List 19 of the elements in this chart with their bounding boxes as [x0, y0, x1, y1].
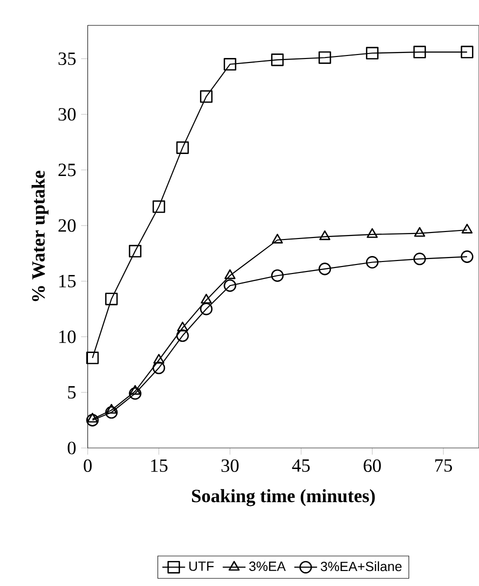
y-tick-label: 10 [59, 330, 76, 344]
x-axis-title: Soaking time (minutes) [192, 489, 375, 506]
x-tick-label: 0 [84, 459, 92, 472]
y-tick-label: 15 [59, 274, 76, 288]
x-tick-label: 15 [151, 459, 168, 472]
y-tick-label: 20 [58, 219, 76, 232]
x-tick-label: 45 [292, 459, 310, 472]
y-tick-label: 30 [58, 108, 76, 121]
legend-label: 3%EA [249, 562, 286, 571]
y-tick-label: 35 [58, 52, 76, 65]
x-tick-label: 30 [222, 459, 239, 472]
legend-label: UTF [189, 562, 214, 571]
y-axis-title: % Water uptake [32, 170, 49, 302]
x-tick-label: 75 [435, 459, 452, 472]
y-tick-label: 5 [68, 386, 76, 399]
legend-label: 3%EA+Silane [320, 561, 402, 572]
y-tick-label: 25 [58, 164, 76, 176]
x-tick-label: 60 [364, 459, 381, 472]
y-tick-label: 0 [68, 442, 76, 454]
